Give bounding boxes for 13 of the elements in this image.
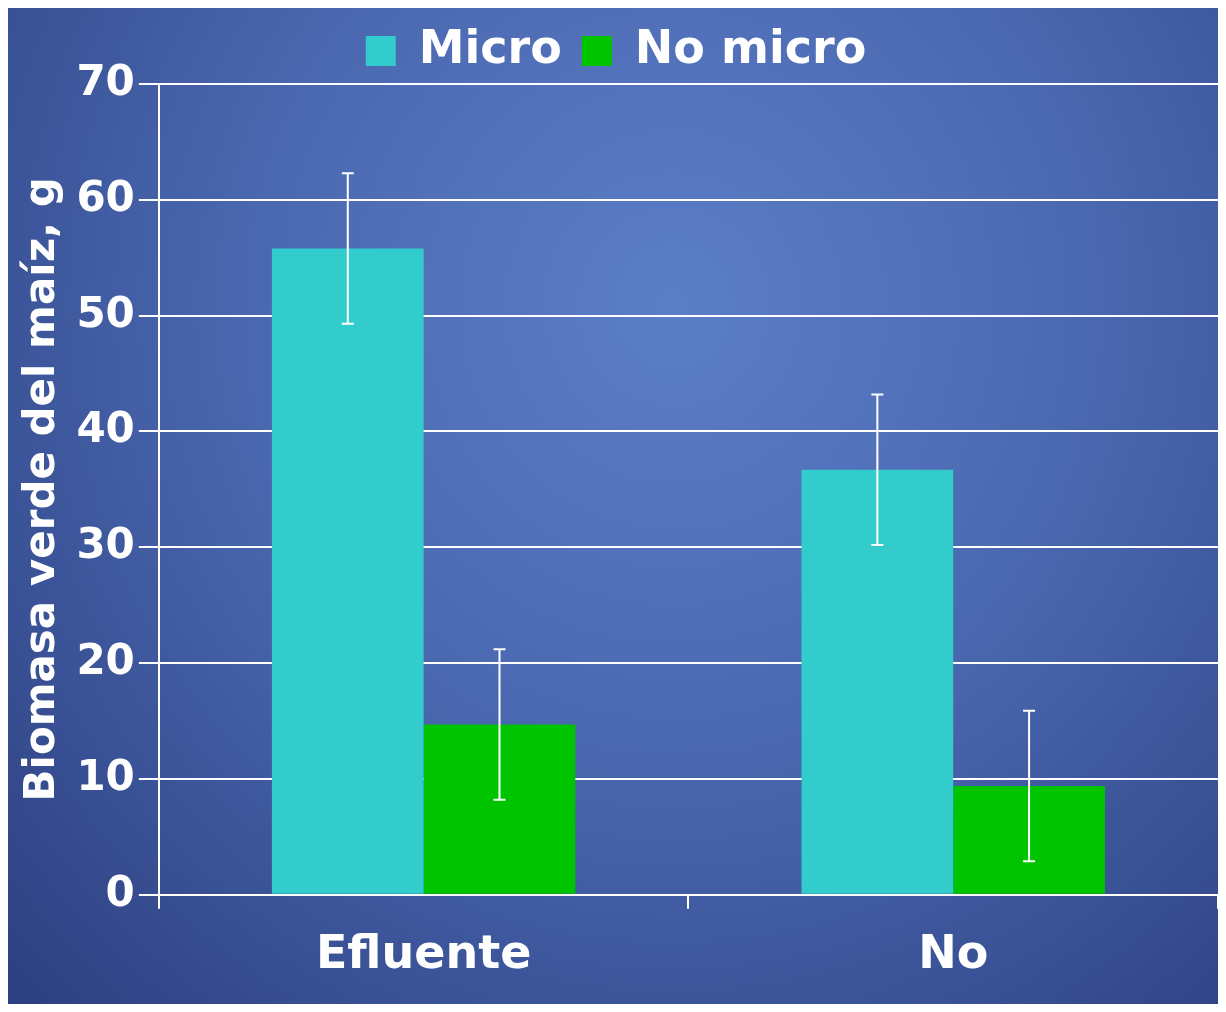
y-tick-label: 40 <box>76 403 135 453</box>
legend-label: Micro <box>418 19 562 74</box>
legend-label: No micro <box>634 19 867 74</box>
y-tick-label: 20 <box>76 635 135 685</box>
y-tick-label: 10 <box>76 750 135 800</box>
x-tick-label: Efluente <box>315 925 532 980</box>
y-tick-label: 60 <box>76 171 135 221</box>
y-tick-label: 0 <box>105 866 135 916</box>
x-tick-label: No <box>918 925 989 980</box>
y-tick-label: 50 <box>76 287 135 337</box>
y-tick-label: 70 <box>76 55 135 105</box>
y-axis-title: Biomasa verde del maíz, g <box>15 177 65 802</box>
y-tick-label: 30 <box>76 519 135 569</box>
